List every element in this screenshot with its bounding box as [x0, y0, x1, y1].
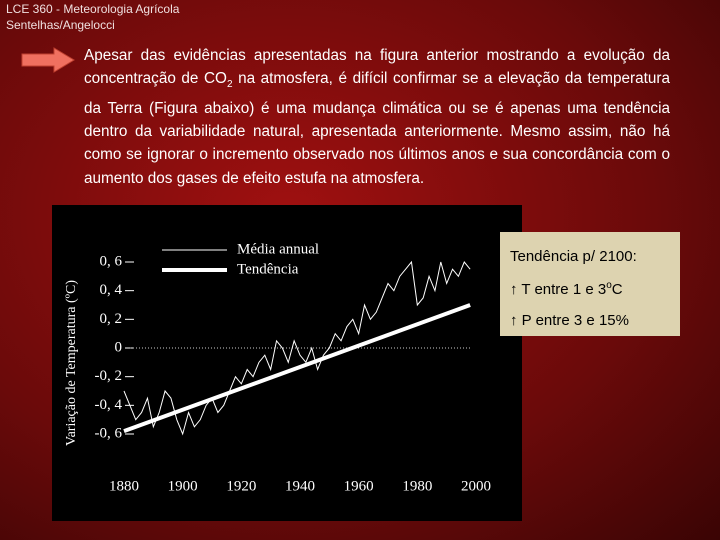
sidebar: Tendência p/ 2100: ↑ T entre 1 e 3oC ↑ P… [500, 232, 680, 336]
legend-label: Tendência [237, 261, 299, 277]
x-tick-label: 1880 [109, 478, 139, 494]
x-tick-label: 2000 [461, 478, 491, 494]
y-axis-label: Variação de Temperatura (ºC) [64, 280, 79, 446]
y-tick-label: -0, 2 [95, 368, 123, 384]
text: P entre 3 e 15% [517, 312, 629, 329]
y-tick-label: 0, 4 [100, 282, 123, 298]
arrow-icon [21, 47, 75, 73]
course: LCE 360 - Meteorologia Agrícola [6, 2, 180, 16]
text: T entre 1 e 3 [517, 281, 607, 298]
data-line [123, 303, 471, 434]
arrow: ↑ [510, 312, 518, 329]
paragraph: Apesar das evidências apresentadas na fi… [84, 44, 670, 190]
arrow: ↑ [510, 281, 518, 298]
subscript: 2 [226, 79, 233, 91]
superscript: o [606, 280, 612, 291]
x-tick-label: 1960 [344, 478, 374, 494]
y-tick-label: 0 [115, 339, 123, 355]
sidebar-title: Tendência p/ 2100: [510, 248, 637, 265]
text: C [611, 281, 623, 298]
x-tick-label: 1980 [402, 478, 432, 494]
text: na atmosfera, é difícil confirmar se a e… [84, 70, 670, 187]
y-tick-label: 0, 2 [100, 311, 123, 327]
text: Apesar das evidências apresentadas na fi… [84, 47, 670, 88]
x-tick-label: 1900 [168, 478, 198, 494]
chart-background [52, 205, 522, 521]
sidebar-item: ↑ T entre 1 e 3oC [510, 280, 623, 298]
legend-label: Média annual [237, 241, 319, 257]
y-tick-label: -0, 4 [95, 397, 123, 413]
y-tick-label: 0, 6 [100, 253, 123, 269]
authors: Sentelhas/Angelocci [6, 18, 115, 32]
y-tick-label: -0, 6 [95, 425, 123, 441]
data-line [123, 260, 471, 436]
x-tick-label: 1920 [226, 478, 256, 494]
chart: Variação de Temperatura (ºC) 0, 6 0, 4 0, … [52, 205, 522, 521]
x-tick-label: 1940 [285, 478, 315, 494]
sidebar-item: ↑ P entre 3 e 15% [510, 312, 629, 329]
